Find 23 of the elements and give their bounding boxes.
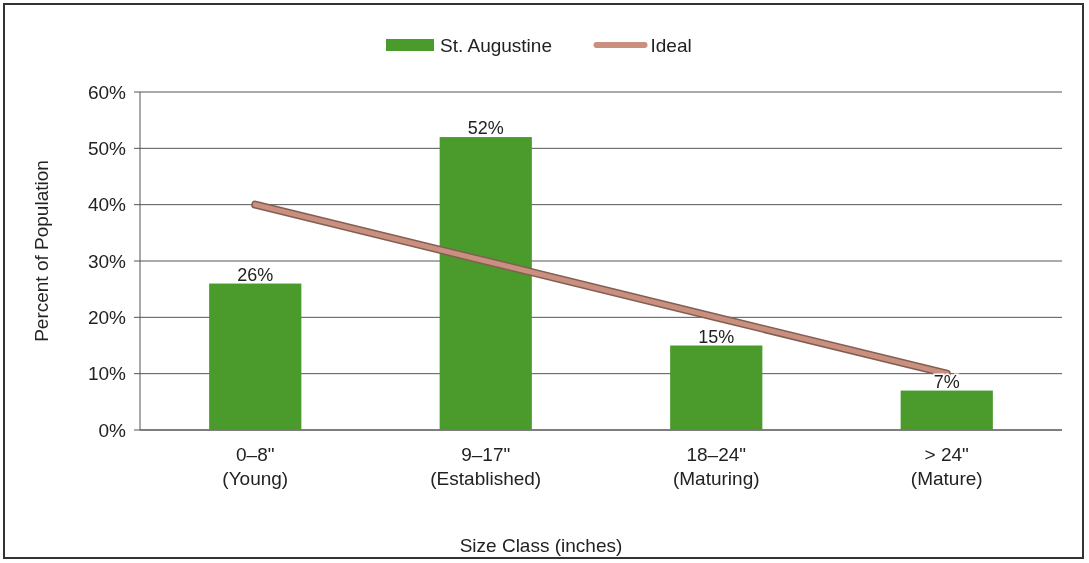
data-label: 26% [237, 264, 274, 285]
y-tick-label: 30% [87, 250, 127, 272]
y-tick-label: 10% [87, 363, 127, 385]
bar [439, 137, 532, 430]
x-tick-label: > 24" (Mature) [910, 444, 983, 489]
bar [209, 283, 302, 430]
y-tick-label: 50% [87, 137, 127, 159]
legend-label: St. Augustine [440, 34, 552, 56]
bar [670, 345, 763, 430]
x-tick-label: 9–17" (Established) [430, 444, 542, 489]
y-tick-label: 40% [87, 194, 127, 216]
bar [900, 390, 993, 430]
x-tick-label: 0–8" (Young) [222, 444, 289, 489]
y-tick-label: 0% [98, 419, 127, 441]
x-axis-title: Size Class (inches) [459, 535, 623, 556]
y-axis-title: Percent of Population [31, 160, 52, 342]
x-tick-label: 18–24" (Maturing) [672, 444, 760, 489]
y-tick-label: 20% [87, 306, 127, 328]
data-label: 52% [467, 118, 504, 139]
data-label: 7% [933, 371, 960, 392]
legend-label: Ideal [650, 34, 692, 56]
data-label: 15% [698, 326, 735, 347]
y-tick-label: 60% [87, 81, 127, 103]
